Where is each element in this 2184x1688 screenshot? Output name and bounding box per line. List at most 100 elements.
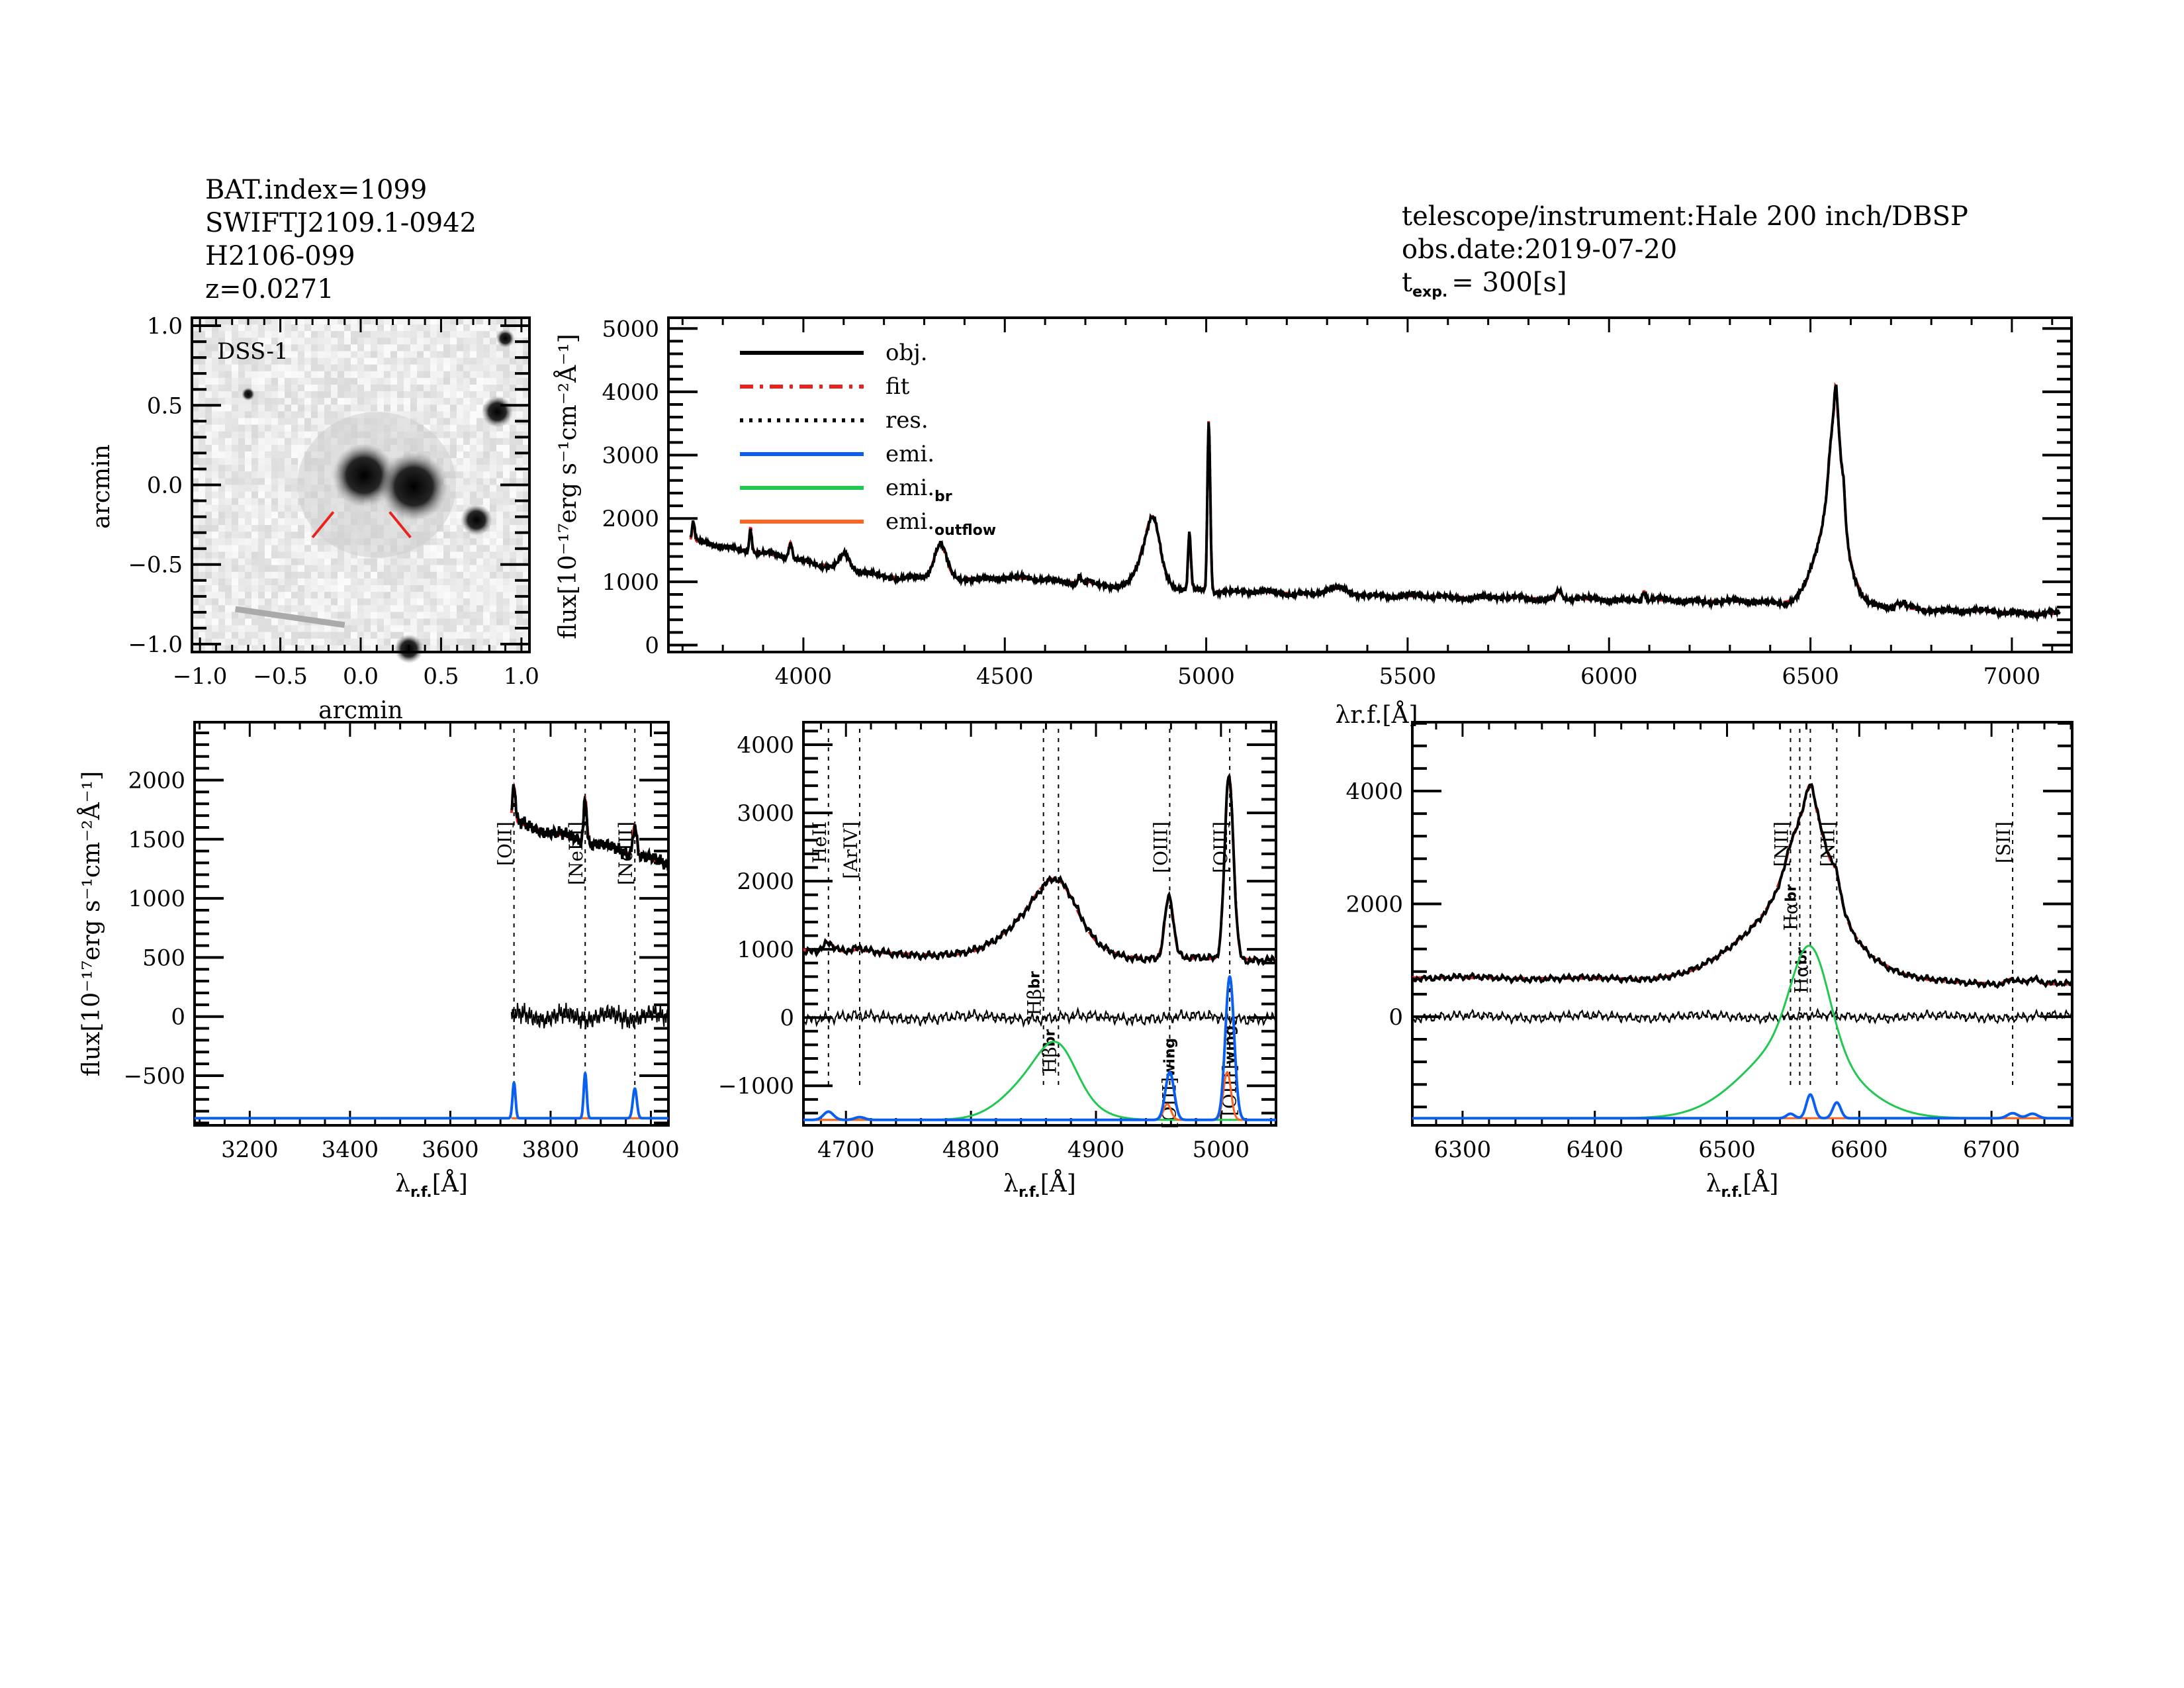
sky-pixel: [364, 558, 371, 565]
sky-pixel: [271, 438, 278, 445]
sky-pixel: [338, 371, 344, 378]
redshift: z=0.0271: [205, 274, 334, 305]
sky-pixel: [245, 444, 251, 452]
sky-pixel: [338, 318, 344, 325]
sky-pixel: [285, 491, 291, 498]
sky-pixel: [397, 391, 404, 399]
sky-pixel: [384, 371, 390, 378]
sky-pixel: [450, 592, 457, 599]
sky-pixel: [238, 398, 245, 405]
sky-pixel: [212, 478, 218, 485]
sky-pixel: [437, 377, 443, 385]
sky-pixel: [457, 592, 463, 599]
sky-pixel: [503, 612, 510, 619]
sky-pixel: [470, 578, 477, 586]
sky-pixel: [410, 585, 417, 592]
sky-pixel: [470, 498, 477, 505]
sky-pixel: [331, 598, 338, 606]
sky-pixel: [357, 385, 364, 392]
sky-pixel: [285, 438, 291, 445]
sky-pixel: [298, 538, 304, 545]
sky-pixel: [477, 385, 483, 392]
sky-pixel: [516, 451, 523, 459]
sky-pixel: [298, 431, 304, 438]
sky-pixel: [397, 605, 404, 612]
sky-pixel: [258, 538, 265, 545]
sky-pixel: [271, 411, 278, 418]
sky-pixel: [192, 404, 199, 412]
sky-pixel: [503, 498, 510, 505]
sky-pixel: [218, 605, 225, 612]
sky-pixel: [351, 398, 357, 405]
sky-pixel: [371, 565, 377, 572]
sky-pixel: [225, 618, 232, 626]
sky-pixel: [437, 592, 443, 599]
sky-pixel: [232, 525, 238, 532]
sky-pixel: [232, 638, 238, 645]
sky-pixel: [285, 377, 291, 385]
sky-pixel: [397, 558, 404, 565]
sky-pixel: [457, 578, 463, 586]
sky-pixel: [245, 411, 251, 418]
sky-pixel: [324, 612, 331, 619]
sky-pixel: [271, 498, 278, 505]
sky-pixel: [457, 551, 463, 559]
sky-pixel: [377, 344, 384, 352]
sky-pixel: [483, 444, 490, 452]
sky-pixel: [318, 424, 324, 432]
sky-pixel: [192, 451, 199, 459]
sky-pixel: [311, 558, 318, 565]
sky-pixel: [371, 592, 377, 599]
sky-pixel: [199, 518, 205, 526]
sky-pixel: [470, 438, 477, 445]
sky-pixel: [232, 491, 238, 498]
sky-pixel: [265, 471, 271, 479]
sky-pixel: [278, 504, 285, 512]
sky-pixel: [410, 404, 417, 412]
sky-pixel: [503, 605, 510, 612]
sky-pixel: [483, 458, 490, 465]
x-tick-label: 6500: [1782, 663, 1839, 690]
sky-pixel: [357, 578, 364, 586]
sky-pixel: [205, 518, 212, 526]
sky-pixel: [477, 465, 483, 472]
sky-pixel: [450, 444, 457, 452]
sky-pixel: [437, 364, 443, 371]
sky-pixel: [304, 391, 311, 399]
sky-pixel: [384, 351, 390, 358]
sky-pixel: [417, 391, 424, 399]
sky-pixel: [510, 318, 516, 325]
sky-pixel: [490, 605, 496, 612]
sky-pixel: [430, 578, 437, 586]
sky-pixel: [463, 338, 470, 345]
sky-pixel: [437, 418, 443, 425]
star: [496, 329, 515, 348]
sky-pixel: [510, 545, 516, 552]
sky-pixel: [318, 585, 324, 592]
sky-pixel: [503, 377, 510, 385]
sky-pixel: [490, 318, 496, 325]
lambda-sub: r.f.: [1721, 1184, 1743, 1201]
sky-pixel: [490, 424, 496, 432]
sky-pixel: [510, 565, 516, 572]
sky-pixel: [212, 411, 218, 418]
sky-pixel: [424, 371, 430, 378]
sky-pixel: [205, 645, 212, 653]
sky-pixel: [285, 424, 291, 432]
sky-pixel: [450, 357, 457, 365]
sky-pixel: [225, 491, 232, 498]
sky-pixel: [503, 585, 510, 592]
sky-pixel: [199, 551, 205, 559]
sky-pixel: [232, 344, 238, 352]
sky-pixel: [232, 404, 238, 412]
sky-pixel: [192, 318, 199, 325]
sky-pixel: [311, 391, 318, 399]
sky-pixel: [510, 571, 516, 579]
sky-pixel: [251, 504, 258, 512]
sky-pixel: [304, 385, 311, 392]
sky-pixel: [298, 638, 304, 645]
sky-pixel: [463, 592, 470, 599]
sky-pixel: [251, 351, 258, 358]
sky-pixel: [285, 632, 291, 639]
sky-pixel: [430, 385, 437, 392]
